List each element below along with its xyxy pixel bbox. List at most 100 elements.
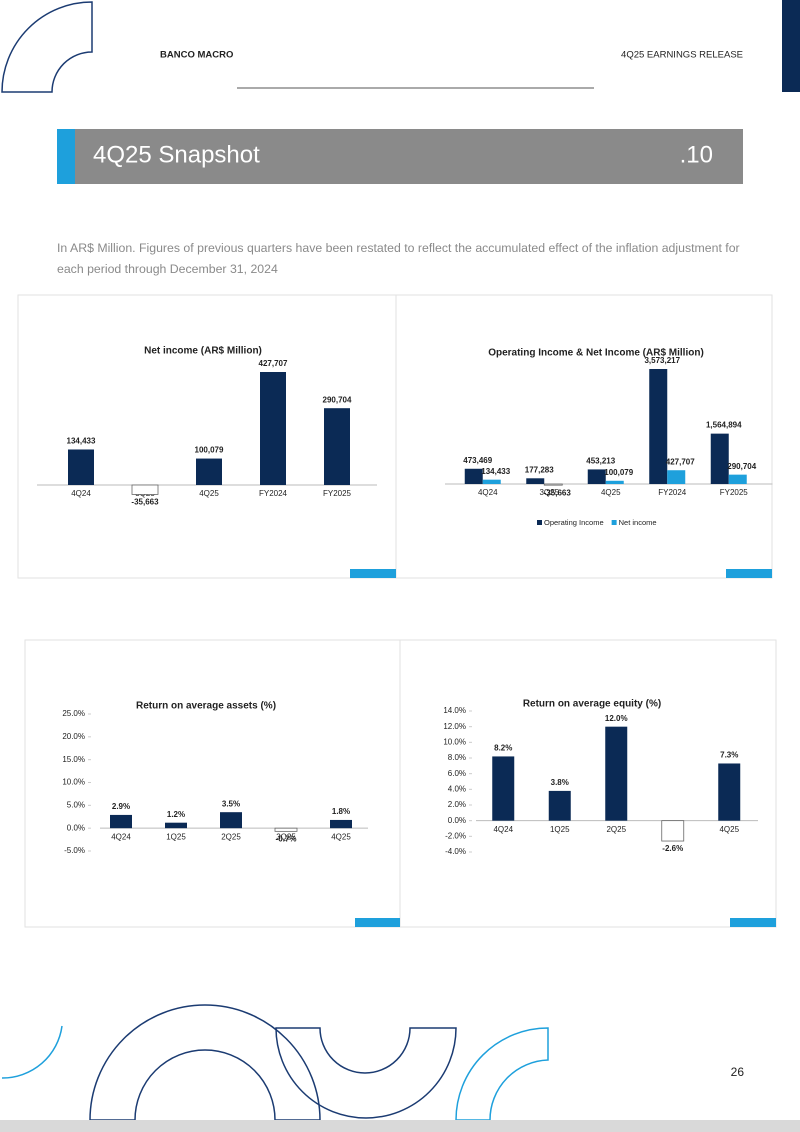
x-tick-label: 3Q25 <box>276 832 296 841</box>
data-label: -2.6% <box>662 844 683 853</box>
bar <box>661 820 685 842</box>
bar <box>68 449 94 485</box>
report-name: 4Q25 EARNINGS RELEASE <box>621 50 743 61</box>
data-label: 12.0% <box>605 714 628 723</box>
legend-label: Operating Income <box>544 518 604 527</box>
data-label: 3,573,217 <box>644 356 680 365</box>
section-number: .10 <box>680 141 713 168</box>
x-tick-label: 4Q24 <box>478 488 498 497</box>
x-tick-label: 4Q25 <box>331 832 351 841</box>
bar <box>548 790 571 821</box>
y-tick-label: 6.0% <box>448 769 466 778</box>
data-label: 134,433 <box>481 467 510 476</box>
x-tick-label: 4Q25 <box>199 489 219 498</box>
x-tick-label: FY2024 <box>658 488 687 497</box>
data-label: 2.9% <box>112 802 130 811</box>
data-label: 3.8% <box>551 778 569 787</box>
x-tick-label: 4Q24 <box>71 489 91 498</box>
bar <box>718 763 741 821</box>
data-label: -35,663 <box>131 498 159 507</box>
page-number: 26 <box>731 1065 745 1079</box>
data-label: 453,213 <box>586 457 615 466</box>
x-tick-label: FY2024 <box>259 489 288 498</box>
chart-panel <box>399 639 777 928</box>
y-tick-label: 8.0% <box>448 753 466 762</box>
section-bar <box>57 129 743 184</box>
panel-tab <box>350 569 396 578</box>
y-tick-label: -4.0% <box>445 847 466 856</box>
data-label: 3.5% <box>222 799 240 808</box>
bar <box>605 480 624 484</box>
legend-label: Net income <box>619 518 657 527</box>
x-tick-label: 3Q25 <box>539 488 559 497</box>
y-tick-label: 10.0% <box>62 778 85 787</box>
bar <box>110 814 132 829</box>
data-label: 473,469 <box>463 456 492 465</box>
data-label: 100,079 <box>604 468 633 477</box>
panel-tab <box>355 918 400 927</box>
company: BANCO MACRO <box>160 50 233 61</box>
y-tick-label: 10.0% <box>443 737 466 746</box>
data-label: 8.2% <box>494 744 512 753</box>
intro-text: In AR$ Million. Figures of previous quar… <box>57 241 740 276</box>
bar <box>220 812 242 829</box>
decor-arc <box>455 1027 549 1121</box>
decor-arc <box>1 1 93 93</box>
data-label: 290,704 <box>323 395 352 404</box>
chart-title: Operating Income & Net Income (AR$ Milli… <box>488 348 704 359</box>
data-label: 427,707 <box>259 359 288 368</box>
chart-title: Return on average equity (%) <box>523 699 661 710</box>
bar <box>464 468 483 484</box>
x-tick-label: 2Q25 <box>221 832 241 841</box>
bar <box>482 479 501 484</box>
y-tick-label: 0.0% <box>67 823 85 832</box>
bar <box>131 484 159 495</box>
y-tick-label: -5.0% <box>64 846 85 855</box>
y-tick-label: 2.0% <box>448 800 466 809</box>
x-tick-label: FY2025 <box>720 488 749 497</box>
y-tick-label: 25.0% <box>62 709 85 718</box>
x-tick-label: 1Q25 <box>550 825 570 834</box>
data-label: 7.3% <box>720 751 738 760</box>
x-tick-label: 1Q25 <box>166 832 186 841</box>
bar <box>587 469 606 484</box>
x-tick-label: 2Q25 <box>606 825 626 834</box>
bar <box>649 369 668 484</box>
data-label: 1.8% <box>332 807 350 816</box>
bar <box>330 819 352 829</box>
bar <box>165 822 187 829</box>
data-label: 134,433 <box>67 437 96 446</box>
bar <box>196 458 222 485</box>
y-tick-label: 5.0% <box>67 800 85 809</box>
panel-tab <box>730 918 776 927</box>
x-tick-label: FY2025 <box>323 489 352 498</box>
chart-title: Net income (AR$ Million) <box>144 346 262 357</box>
y-tick-label: 0.0% <box>448 816 466 825</box>
footer-band <box>0 1120 800 1132</box>
bar <box>543 483 563 486</box>
decor-arc <box>89 1004 321 1121</box>
bar <box>667 470 686 484</box>
data-label: -0.7% <box>276 834 297 843</box>
y-tick-label: 15.0% <box>62 755 85 764</box>
y-tick-label: 4.0% <box>448 784 466 793</box>
data-label: 427,707 <box>666 457 695 466</box>
data-label: 1,564,894 <box>706 421 742 430</box>
x-tick-label: 4Q25 <box>601 488 621 497</box>
y-tick-label: -2.0% <box>445 831 466 840</box>
decor-arc <box>1 1025 63 1079</box>
data-label: -35,663 <box>544 488 572 497</box>
decor-bar <box>782 0 800 92</box>
legend-swatch <box>537 520 542 525</box>
x-tick-label: 4Q24 <box>111 832 131 841</box>
legend-swatch <box>611 520 617 525</box>
bar <box>605 726 628 821</box>
section-accent <box>57 129 75 184</box>
chart-title: Return on average assets (%) <box>136 701 276 712</box>
panel-tab <box>726 569 772 578</box>
chart-panel <box>395 294 773 579</box>
y-tick-label: 20.0% <box>62 732 85 741</box>
bar <box>260 372 286 485</box>
